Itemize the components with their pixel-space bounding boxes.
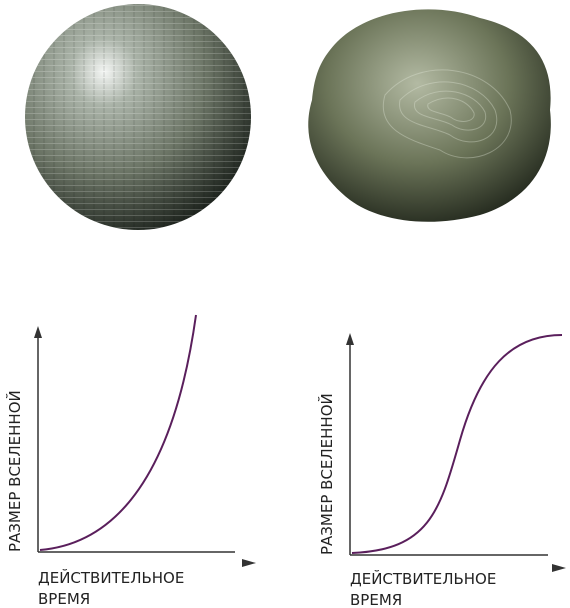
y-arrow xyxy=(346,333,354,345)
panel-sigmoid: РАЗМЕР ВСЕЛЕННОЙ ДЕЙСТВИТЕЛЬНОЕ ВРЕМЯ xyxy=(317,333,566,608)
x-arrow xyxy=(242,559,256,567)
panel-exponential: РАЗМЕР ВСЕЛЕННОЙ ДЕЙСТВИТЕЛЬНОЕ ВРЕМЯ xyxy=(5,314,256,608)
y-arrow xyxy=(34,326,42,338)
y-label: РАЗМЕР ВСЕЛЕННОЙ xyxy=(317,393,336,555)
x-label-line: ВРЕМЯ xyxy=(38,590,90,608)
x-arrow xyxy=(552,564,566,572)
growth-curve xyxy=(351,334,563,554)
growth-curve xyxy=(39,314,197,551)
flat-universe-sphere xyxy=(25,4,251,230)
lumpy-universe xyxy=(308,9,551,222)
y-label: РАЗМЕР ВСЕЛЕННОЙ xyxy=(5,390,24,552)
x-label-line: ВРЕМЯ xyxy=(350,591,402,608)
x-label-line: ДЕЙСТВИТЕЛЬНОЕ xyxy=(38,568,184,587)
x-label-line: ДЕЙСТВИТЕЛЬНОЕ xyxy=(350,569,496,588)
